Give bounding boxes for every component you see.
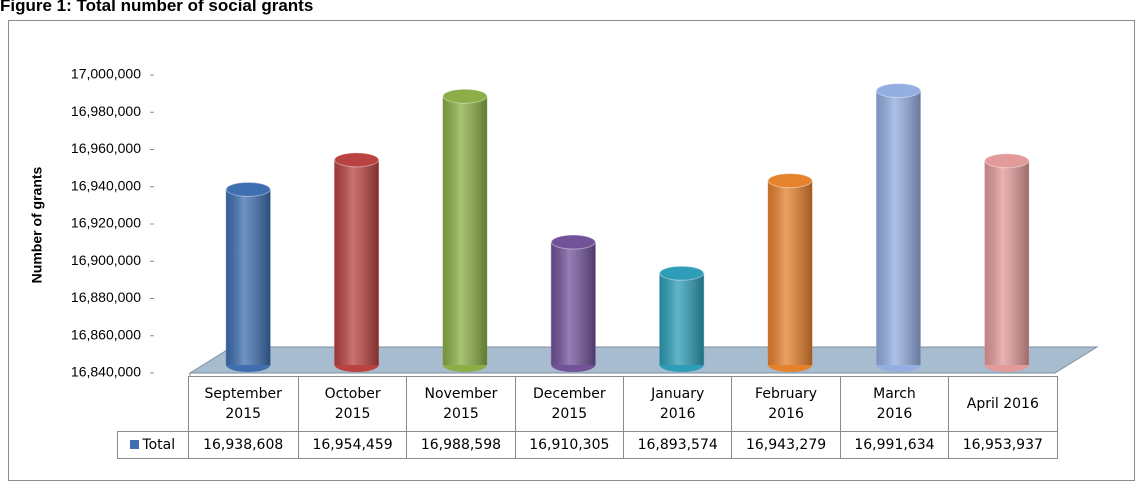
value-cell: 16,954,459 bbox=[297, 431, 408, 459]
x-tick-label: November 2015 bbox=[424, 386, 498, 422]
bar bbox=[442, 88, 488, 372]
x-tick-label: March 2016 bbox=[873, 386, 916, 422]
bar-top bbox=[659, 265, 705, 281]
category-cell: April 2016 bbox=[948, 376, 1058, 432]
x-tick-label: February 2016 bbox=[755, 386, 818, 422]
category-cell: October 2015 bbox=[297, 376, 408, 432]
bar bbox=[659, 265, 705, 372]
bar bbox=[984, 153, 1030, 372]
bar-shade bbox=[226, 189, 271, 365]
y-tick-label: 16,880,000 bbox=[71, 289, 141, 305]
y-tick-label: 16,940,000 bbox=[71, 177, 141, 193]
value-cell: 16,991,634 bbox=[839, 431, 950, 459]
value-cell: 16,953,937 bbox=[948, 431, 1058, 459]
category-cell: November 2015 bbox=[406, 376, 516, 432]
bar-top bbox=[442, 88, 488, 104]
y-tick-label: 16,840,000 bbox=[71, 364, 141, 380]
bar-shade bbox=[768, 180, 813, 365]
bar-top bbox=[225, 181, 271, 197]
value-cell: 16,938,608 bbox=[187, 431, 299, 459]
data-table: September 2015 October 2015 November 2015 D… bbox=[117, 376, 1058, 459]
value-cell: 16,943,279 bbox=[731, 431, 841, 459]
y-tick-label: 16,900,000 bbox=[71, 252, 141, 268]
x-tick-label: April 2016 bbox=[966, 396, 1039, 412]
y-tick-label: 16,980,000 bbox=[71, 103, 141, 119]
bar-top bbox=[550, 234, 596, 250]
value-cell: 16,910,305 bbox=[514, 431, 625, 459]
bar-top bbox=[334, 152, 380, 168]
category-cell: September 2015 bbox=[187, 376, 299, 432]
bar-shade bbox=[876, 90, 921, 366]
chart-title: Figure 1: Total number of social grants bbox=[0, 0, 313, 15]
category-cell: December 2015 bbox=[514, 376, 625, 432]
y-tick-label: 16,860,000 bbox=[71, 326, 141, 342]
bar-shade bbox=[551, 242, 596, 365]
x-tick-label: September 2015 bbox=[204, 386, 282, 422]
legend-entry: Total bbox=[117, 431, 189, 459]
x-tick-label: December 2015 bbox=[533, 386, 606, 422]
y-tick-label: 17,000,000 bbox=[71, 66, 141, 82]
bar-top bbox=[767, 173, 813, 189]
value-cell: 16,893,574 bbox=[623, 431, 733, 459]
bar-top bbox=[875, 83, 921, 99]
floor bbox=[188, 346, 1099, 374]
legend-text: Total bbox=[142, 437, 176, 453]
bar bbox=[550, 234, 596, 372]
y-tick-label: 16,960,000 bbox=[71, 140, 141, 156]
y-axis-label: Number of grants bbox=[29, 166, 45, 283]
y-tick-label: 16,920,000 bbox=[71, 215, 141, 231]
value-cell: 16,988,598 bbox=[406, 431, 516, 459]
bar-top bbox=[984, 153, 1030, 169]
bar-shade bbox=[984, 160, 1029, 365]
bar bbox=[875, 83, 921, 372]
bar-shade bbox=[334, 159, 379, 365]
bar bbox=[334, 152, 380, 372]
x-tick-label: January 2016 bbox=[651, 386, 705, 422]
category-cell: March 2016 bbox=[839, 376, 950, 432]
bar-shade bbox=[659, 273, 704, 365]
bar-shade bbox=[442, 96, 487, 366]
bar bbox=[225, 181, 271, 372]
bar bbox=[767, 173, 813, 372]
category-cell: February 2016 bbox=[731, 376, 841, 432]
x-tick-label: October 2015 bbox=[324, 386, 381, 422]
category-cell: January 2016 bbox=[623, 376, 733, 432]
